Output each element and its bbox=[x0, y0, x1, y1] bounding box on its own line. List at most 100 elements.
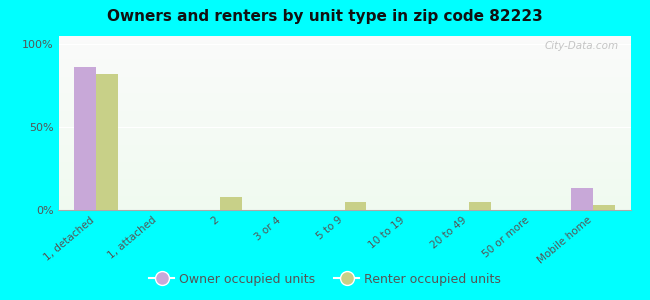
Bar bbox=[58, 80, 630, 81]
Bar bbox=[58, 179, 630, 180]
Bar bbox=[58, 87, 630, 88]
Bar bbox=[58, 149, 630, 150]
Bar bbox=[58, 36, 630, 37]
Bar bbox=[58, 177, 630, 178]
Bar bbox=[58, 46, 630, 47]
Bar bbox=[58, 77, 630, 78]
Bar bbox=[58, 171, 630, 172]
Bar bbox=[58, 125, 630, 126]
Bar bbox=[58, 61, 630, 62]
Bar bbox=[58, 43, 630, 44]
Bar bbox=[58, 88, 630, 89]
Bar bbox=[58, 168, 630, 169]
Bar bbox=[74, 68, 96, 210]
Bar bbox=[58, 55, 630, 56]
Bar bbox=[58, 170, 630, 171]
Bar bbox=[58, 172, 630, 173]
Bar bbox=[58, 51, 630, 52]
Bar bbox=[58, 72, 630, 73]
Bar bbox=[58, 128, 630, 129]
Bar bbox=[58, 47, 630, 48]
Bar bbox=[58, 122, 630, 123]
Bar bbox=[58, 59, 630, 60]
Bar bbox=[58, 79, 630, 80]
Bar bbox=[58, 153, 630, 154]
Bar bbox=[58, 162, 630, 163]
Bar bbox=[58, 82, 630, 83]
Bar bbox=[58, 91, 630, 92]
Bar bbox=[58, 75, 630, 76]
Bar bbox=[58, 188, 630, 189]
Bar bbox=[58, 118, 630, 119]
Bar bbox=[58, 151, 630, 152]
Bar bbox=[58, 110, 630, 111]
Bar bbox=[58, 181, 630, 182]
Bar bbox=[58, 78, 630, 79]
Bar bbox=[58, 163, 630, 164]
Bar bbox=[58, 206, 630, 207]
Bar bbox=[58, 118, 630, 119]
Bar bbox=[58, 66, 630, 67]
Bar bbox=[58, 186, 630, 187]
Bar bbox=[58, 48, 630, 49]
Bar bbox=[58, 89, 630, 90]
Bar bbox=[58, 108, 630, 109]
Bar bbox=[58, 57, 630, 58]
Bar bbox=[58, 131, 630, 132]
Bar bbox=[58, 105, 630, 106]
Bar bbox=[58, 45, 630, 46]
Bar bbox=[58, 142, 630, 143]
Bar bbox=[58, 147, 630, 148]
Bar bbox=[58, 202, 630, 203]
Bar bbox=[58, 83, 630, 84]
Bar bbox=[58, 153, 630, 154]
Text: City-Data.com: City-Data.com bbox=[545, 41, 619, 51]
Bar bbox=[58, 194, 630, 195]
Bar bbox=[58, 111, 630, 112]
Bar bbox=[58, 58, 630, 59]
Bar bbox=[58, 144, 630, 145]
Bar bbox=[58, 195, 630, 196]
Bar bbox=[58, 133, 630, 134]
Bar bbox=[58, 102, 630, 103]
Bar bbox=[58, 124, 630, 125]
Bar bbox=[58, 62, 630, 63]
Bar bbox=[58, 178, 630, 179]
Bar bbox=[58, 136, 630, 137]
Bar bbox=[58, 69, 630, 70]
Bar bbox=[58, 115, 630, 116]
Bar bbox=[58, 64, 630, 65]
Bar bbox=[58, 137, 630, 138]
Bar bbox=[58, 98, 630, 99]
Bar bbox=[58, 166, 630, 167]
Bar bbox=[58, 141, 630, 142]
Bar bbox=[58, 94, 630, 95]
Bar bbox=[58, 157, 630, 158]
Bar bbox=[58, 86, 630, 87]
Bar bbox=[58, 158, 630, 159]
Bar bbox=[58, 190, 630, 191]
Bar bbox=[58, 148, 630, 149]
Bar bbox=[58, 201, 630, 202]
Bar bbox=[58, 174, 630, 175]
Bar bbox=[58, 56, 630, 57]
Bar bbox=[58, 40, 630, 41]
Bar bbox=[58, 85, 630, 86]
Bar bbox=[58, 129, 630, 130]
Bar bbox=[58, 112, 630, 113]
Bar bbox=[58, 68, 630, 69]
Bar bbox=[58, 95, 630, 96]
Bar bbox=[593, 205, 615, 210]
Bar bbox=[58, 145, 630, 146]
Bar bbox=[58, 176, 630, 177]
Bar bbox=[58, 160, 630, 161]
Bar bbox=[58, 203, 630, 204]
Bar bbox=[58, 97, 630, 98]
Bar bbox=[58, 193, 630, 194]
Bar bbox=[58, 160, 630, 161]
Bar bbox=[58, 130, 630, 131]
Bar bbox=[58, 204, 630, 205]
Bar bbox=[58, 191, 630, 192]
Bar bbox=[58, 182, 630, 183]
Bar bbox=[58, 71, 630, 72]
